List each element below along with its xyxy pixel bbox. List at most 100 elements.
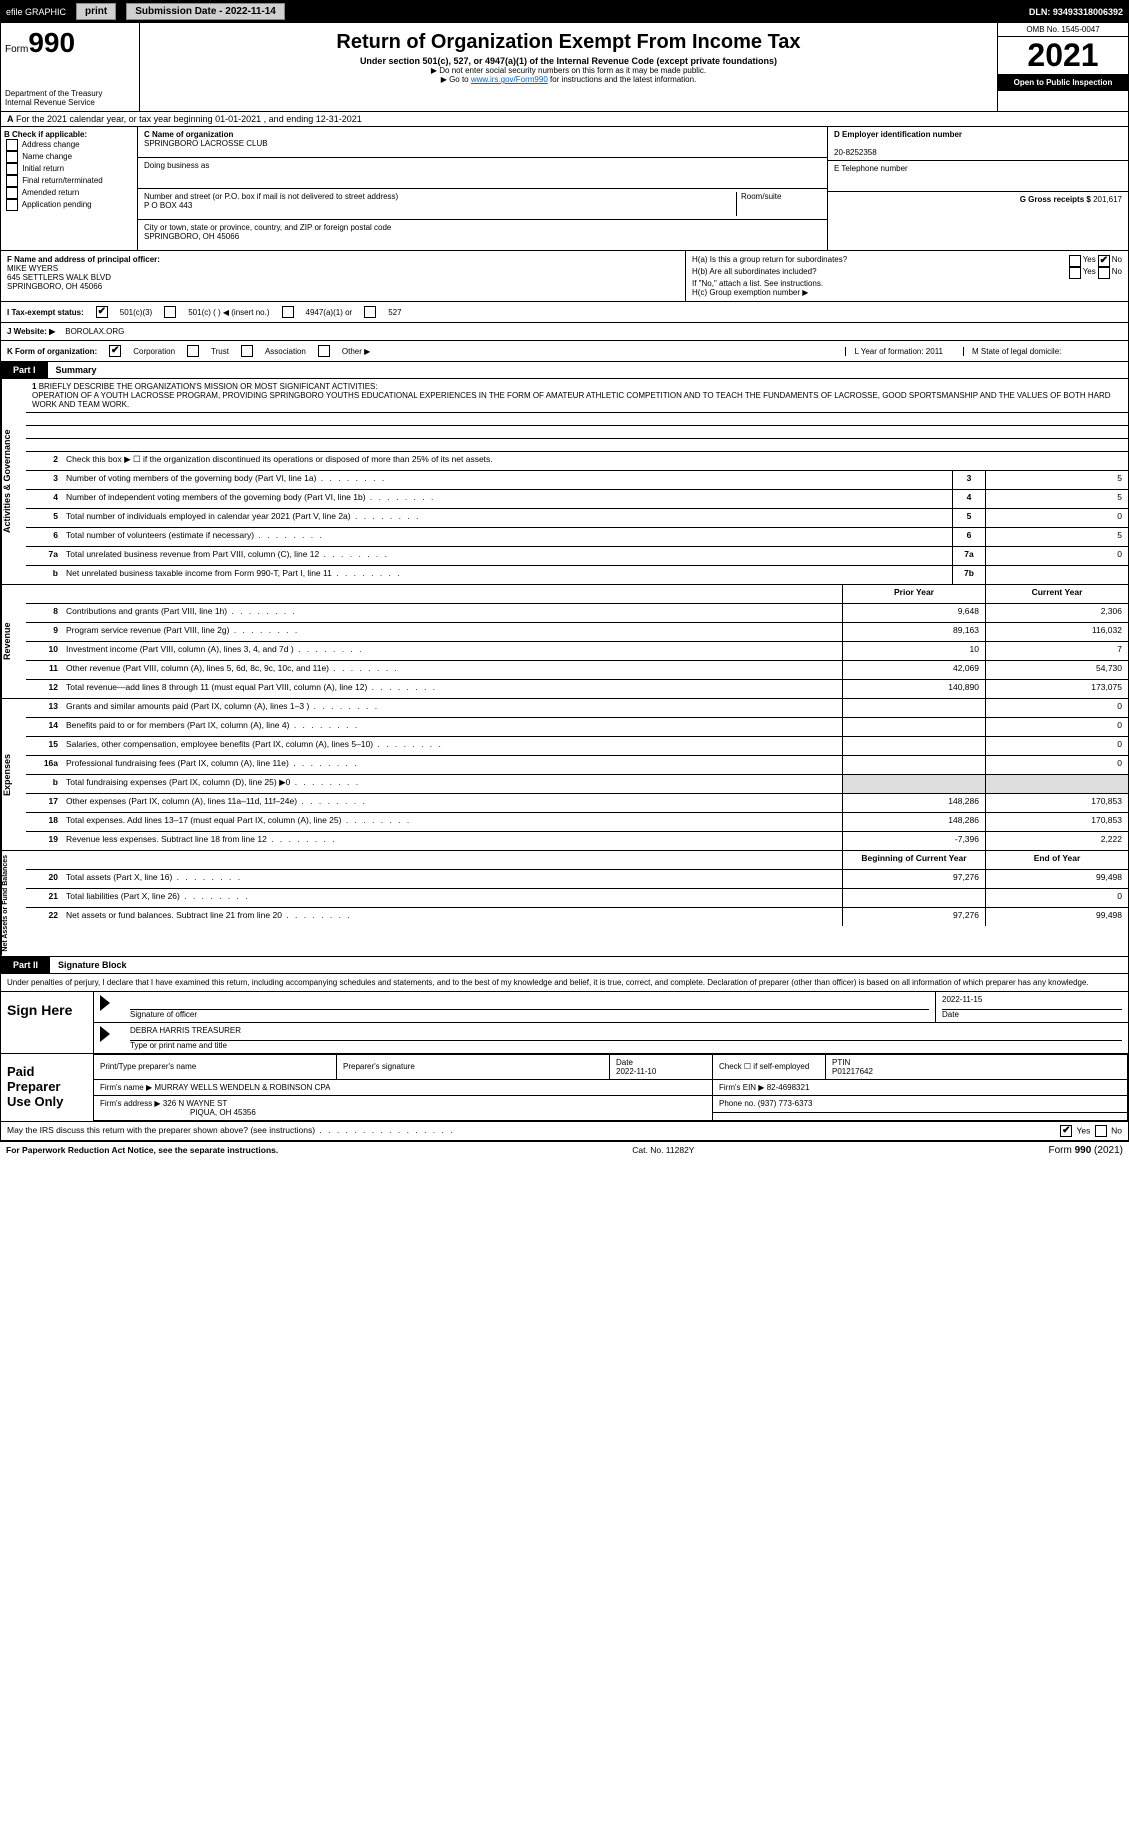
cb-association[interactable] [241, 345, 253, 357]
prior-value [842, 775, 985, 793]
footer-mid: Cat. No. 11282Y [632, 1145, 694, 1156]
row-a-text: For the 2021 calendar year, or tax year … [16, 114, 362, 124]
ag-row: 5 Total number of individuals employed i… [26, 509, 1128, 528]
cb-4947[interactable] [282, 306, 294, 318]
paid-preparer-label: Paid Preparer Use Only [1, 1054, 94, 1121]
ein-label: D Employer identification number [834, 130, 962, 139]
row-label: Number of voting members of the governin… [62, 471, 952, 489]
nafb-body: Beginning of Current Year End of Year 20… [26, 851, 1128, 956]
row-num: 6 [26, 528, 62, 546]
mission-blank-1 [26, 413, 1128, 426]
ptin-label: PTIN [832, 1058, 850, 1067]
ptin-value: P01217642 [832, 1067, 873, 1076]
may-irs-yes-checkbox[interactable] [1060, 1125, 1072, 1137]
checkbox-final-return[interactable]: Final return/terminated [4, 175, 134, 187]
prior-value [842, 699, 985, 717]
form-note-2: ▶ Go to www.irs.gov/Form990 for instruct… [146, 75, 991, 84]
address-block: Number and street (or P.O. box if mail i… [138, 189, 827, 220]
checkbox-address-change[interactable]: Address change [4, 139, 134, 151]
prep-row-3: Firm's address ▶ 326 N WAYNE STPIQUA, OH… [94, 1095, 1128, 1112]
sig-name-label: Type or print name and title [130, 1041, 227, 1050]
note2-post: for instructions and the latest informat… [548, 75, 697, 84]
paid-preparer-right: Print/Type preparer's name Preparer's si… [94, 1054, 1128, 1121]
current-value: 116,032 [985, 623, 1128, 641]
print-button[interactable]: print [76, 3, 116, 20]
row-klm: K Form of organization: Corporation Trus… [0, 341, 1129, 362]
firm-addr-label: Firm's address ▶ [100, 1099, 161, 1108]
row-box: 7b [952, 566, 985, 584]
row-label: Total unrelated business revenue from Pa… [62, 547, 952, 565]
revenue-row: 11 Other revenue (Part VIII, column (A),… [26, 661, 1128, 680]
footer-left: For Paperwork Reduction Act Notice, see … [6, 1145, 278, 1156]
hb-no-checkbox[interactable] [1098, 267, 1110, 279]
mission-num: 1 [32, 382, 36, 391]
ha-no-checkbox[interactable] [1098, 255, 1110, 267]
cb-501c[interactable] [164, 306, 176, 318]
form-subtitle: Under section 501(c), 527, or 4947(a)(1)… [146, 56, 991, 66]
org-name-block: C Name of organization SPRINGBORO LACROS… [138, 127, 827, 158]
cb-trust[interactable] [187, 345, 199, 357]
expense-row: 13 Grants and similar amounts paid (Part… [26, 699, 1128, 718]
row-num: 7a [26, 547, 62, 565]
gross-receipts-value: 201,617 [1093, 195, 1122, 204]
firm-ein-label: Firm's EIN ▶ [719, 1083, 764, 1092]
eoy-header: End of Year [985, 851, 1128, 869]
prep-row-2: Firm's name ▶ MURRAY WELLS WENDELN & ROB… [94, 1079, 1128, 1095]
firm-phone-label: Phone no. [719, 1099, 755, 1108]
col-deg: D Employer identification number 20-8252… [827, 127, 1128, 250]
mission-block: 1 Briefly describe the organization's mi… [26, 379, 1128, 413]
row-label: Total expenses. Add lines 13–17 (must eq… [62, 813, 842, 831]
row-a-tax-year: A For the 2021 calendar year, or tax yea… [0, 112, 1129, 127]
ag-row: 6 Total number of volunteers (estimate i… [26, 528, 1128, 547]
rev-hdr-label [62, 585, 842, 603]
cb-label-1: Name change [22, 152, 72, 161]
sig-date-value: 2022-11-15 [942, 995, 1122, 1010]
summary-revenue: Revenue Prior Year Current Year 8 Contri… [0, 585, 1129, 699]
cb-501c3[interactable] [96, 306, 108, 318]
hb-yes-checkbox[interactable] [1069, 267, 1081, 279]
sign-here-label: Sign Here [1, 992, 94, 1053]
form-header-left: Form990 Department of the Treasury Inter… [1, 23, 140, 111]
footer-right: Form 990 (2021) [1048, 1145, 1123, 1156]
prior-value [842, 718, 985, 736]
lbl-4947: 4947(a)(1) or [306, 308, 353, 317]
gross-receipts-block: G Gross receipts $ 201,617 [828, 192, 1128, 222]
checkbox-initial-return[interactable]: Initial return [4, 163, 134, 175]
row-label: Net unrelated business taxable income fr… [62, 566, 952, 584]
row-num: 10 [26, 642, 62, 660]
section-bcdeg: B Check if applicable: Address change Na… [0, 127, 1129, 251]
expense-row: b Total fundraising expenses (Part IX, c… [26, 775, 1128, 794]
prior-value: 148,286 [842, 794, 985, 812]
cb-527[interactable] [364, 306, 376, 318]
may-irs-no-label: No [1111, 1125, 1122, 1135]
current-value: 0 [985, 756, 1128, 774]
cb-corporation[interactable] [109, 345, 121, 357]
current-value: 2,306 [985, 604, 1128, 622]
irs-link[interactable]: www.irs.gov/Form990 [471, 75, 548, 84]
checkbox-application-pending[interactable]: Application pending [4, 199, 134, 211]
row-num: 18 [26, 813, 62, 831]
row-label: Check this box ▶ ☐ if the organization d… [62, 452, 1128, 470]
form-header-mid: Return of Organization Exempt From Incom… [140, 23, 997, 111]
cb-label-2: Initial return [22, 164, 64, 173]
checkbox-amended-return[interactable]: Amended return [4, 187, 134, 199]
may-irs-text: May the IRS discuss this return with the… [7, 1125, 455, 1137]
checkbox-name-change[interactable]: Name change [4, 151, 134, 163]
row-label: Total assets (Part X, line 16) [62, 870, 842, 888]
ag-row: 7a Total unrelated business revenue from… [26, 547, 1128, 566]
prior-value: 9,648 [842, 604, 985, 622]
may-irs-no-checkbox[interactable] [1095, 1125, 1107, 1137]
submission-date-button[interactable]: Submission Date - 2022-11-14 [126, 3, 285, 20]
hb-yes-label: Yes [1083, 267, 1096, 279]
efile-topbar: efile GRAPHIC print Submission Date - 20… [0, 0, 1129, 23]
row-num: 17 [26, 794, 62, 812]
website-value: BOROLAX.ORG [65, 327, 124, 336]
mission-text: OPERATION OF A YOUTH LACROSSE PROGRAM, P… [32, 391, 1111, 409]
boy-value: 97,276 [842, 908, 985, 926]
ha-yes-checkbox[interactable] [1069, 255, 1081, 267]
principal-officer: F Name and address of principal officer:… [1, 251, 686, 301]
firm-addr-value: 326 N WAYNE ST [163, 1099, 227, 1108]
part1-num: Part I [1, 362, 48, 378]
cb-other[interactable] [318, 345, 330, 357]
row-label: Investment income (Part VIII, column (A)… [62, 642, 842, 660]
